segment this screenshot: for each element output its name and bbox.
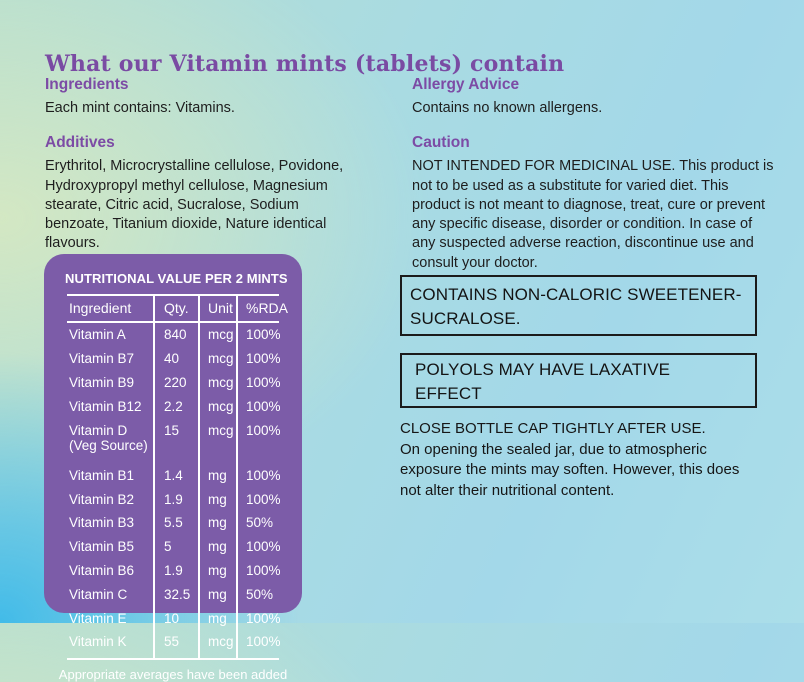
cell-unit: mcg (199, 322, 238, 347)
table-row: Vitamin B12 2.2 mcg 100% (67, 394, 281, 419)
cell-rda: 100% (246, 539, 281, 555)
cell-ingredient: Vitamin C (67, 582, 155, 607)
cell-ingredient: Vitamin B3 (67, 511, 155, 535)
table-row: Vitamin B6 1.9 mg 100% (67, 558, 281, 583)
table-header-row: Ingredient Qty. Unit %RDA (67, 294, 288, 323)
allergy-advice-heading: Allergy Advice (412, 76, 520, 93)
cell-ingredient: Vitamin D (Veg Source) (67, 418, 155, 457)
storage-note-body: On opening the sealed jar, due to atmosp… (400, 440, 740, 499)
cell-qty: 840 (154, 322, 200, 347)
cell-rda: 100% (246, 398, 281, 414)
cell-unit: mcg (199, 346, 238, 371)
table-row: Vitamin B3 5.5 mg 50% (67, 511, 279, 535)
cell-qty: 1.9 (154, 558, 200, 583)
sweetener-warning-box: CONTAINS NON-CALORIC SWEETENER- SUCRALOS… (400, 275, 757, 336)
cell-unit: mcg (199, 370, 238, 395)
column-header-unit: Unit (199, 294, 238, 323)
polyols-warning-line2: EFFECT (415, 384, 482, 403)
cell-unit: mg (199, 558, 238, 583)
cell-rda: 100% (246, 351, 281, 367)
cell-rda: 50% (246, 586, 274, 602)
table-row: Vitamin B5 5 mg 100% (67, 534, 281, 559)
cell-rda: 100% (246, 467, 281, 483)
cell-rda: 100% (246, 327, 281, 343)
nutrition-panel: NUTRITIONAL VALUE PER 2 MINTS Ingredient… (44, 254, 302, 682)
table-row: Vitamin K 55 mcg 100% (67, 629, 281, 661)
additives-text: Erythritol, Microcrystalline cellulose, … (45, 158, 344, 252)
cell-qty: 15 (154, 418, 200, 457)
cell-unit: mcg (199, 394, 238, 419)
nutrition-footnote: Appropriate averages have been added (58, 667, 288, 682)
cell-ingredient: Vitamin B5 (67, 534, 155, 559)
column-header-ingredient: Ingredient (67, 294, 155, 323)
cell-ingredient: Vitamin B12 (67, 394, 155, 419)
table-row: Vitamin C 32.5 mg 50% (67, 582, 279, 607)
cell-rda: 100% (246, 610, 281, 626)
table-row: Vitamin E 10 mg 100% (67, 606, 281, 630)
ingredients-heading: Ingredients (45, 76, 129, 93)
cell-unit: mg (199, 487, 238, 512)
cell-qty: 5 (154, 534, 200, 559)
cell-qty: 220 (154, 370, 200, 395)
column-header-rda: %RDA (237, 294, 288, 323)
cell-qty: 55 (154, 629, 200, 661)
nutrition-table: Ingredient Qty. Unit %RDA Vitamin A 840 … (67, 294, 288, 661)
cell-rda: 100% (237, 629, 281, 661)
storage-note: CLOSE BOTTLE CAP TIGHTLY AFTER USE. On o… (400, 419, 756, 501)
cell-ingredient: Vitamin B9 (67, 370, 155, 395)
polyols-warning-box: POLYOLS MAY HAVE LAXATIVE EFFECT (400, 353, 757, 408)
cell-unit: mg (199, 511, 238, 535)
cell-rda: 100% (246, 422, 281, 438)
caution-heading: Caution (412, 134, 470, 152)
cell-qty: 1.9 (154, 487, 200, 512)
left-column: Ingredients Each mint contains: Vitamins… (45, 76, 365, 270)
cell-unit: mg (199, 606, 238, 630)
cell-ingredient: Vitamin E (67, 606, 155, 630)
table-row: Vitamin B1 1.4 mg 100% (67, 456, 281, 488)
cell-ingredient: Vitamin B2 (67, 487, 155, 512)
column-header-qty: Qty. (154, 294, 200, 323)
table-row: Vitamin D (Veg Source) 15 mcg 100% (67, 418, 281, 457)
cell-qty: 2.2 (154, 394, 200, 419)
cell-qty: 10 (154, 606, 200, 630)
storage-note-heading: CLOSE BOTTLE CAP TIGHTLY AFTER USE. (400, 420, 706, 437)
cell-unit: mg (199, 582, 238, 607)
additives-heading: Additives (45, 134, 115, 152)
cell-unit: mcg (199, 629, 238, 661)
nutrition-table-title: NUTRITIONAL VALUE PER 2 MINTS (65, 271, 288, 286)
table-row: Vitamin B9 220 mcg 100% (67, 370, 281, 395)
cell-ingredient: Vitamin A (67, 322, 155, 347)
page-title: What our Vitamin mints (tablets) contain (45, 50, 565, 77)
cell-qty: 32.5 (154, 582, 200, 607)
cell-ingredient: Vitamin B1 (67, 456, 155, 488)
caution-text: NOT INTENDED FOR MEDICINAL USE. This pro… (412, 158, 774, 271)
table-row: Vitamin B2 1.9 mg 100% (67, 487, 281, 512)
cell-rda: 50% (246, 515, 274, 531)
table-row: Vitamin B7 40 mcg 100% (67, 346, 281, 371)
table-row: Vitamin A 840 mcg 100% (67, 322, 281, 347)
cell-rda: 100% (246, 491, 281, 507)
cell-qty: 1.4 (154, 456, 200, 488)
cell-unit: mg (199, 534, 238, 559)
allergy-advice-text: Contains no known allergens. (412, 100, 603, 116)
sweetener-warning-line1: CONTAINS NON-CALORIC SWEETENER- (410, 285, 742, 304)
sweetener-warning-line2: SUCRALOSE. (410, 309, 521, 328)
ingredients-text: Each mint contains: Vitamins. (45, 100, 235, 116)
cell-qty: 5.5 (154, 511, 200, 535)
cell-ingredient: Vitamin K (67, 629, 155, 661)
cell-ingredient: Vitamin B7 (67, 346, 155, 371)
cell-unit: mg (199, 456, 238, 488)
cell-rda: 100% (246, 563, 281, 579)
polyols-warning-line1: POLYOLS MAY HAVE LAXATIVE (415, 360, 671, 379)
cell-rda: 100% (246, 374, 281, 390)
cell-unit: mcg (199, 418, 238, 457)
right-column: Allergy Advice Contains no known allerge… (412, 76, 778, 289)
cell-ingredient: Vitamin B6 (67, 558, 155, 583)
cell-qty: 40 (154, 346, 200, 371)
